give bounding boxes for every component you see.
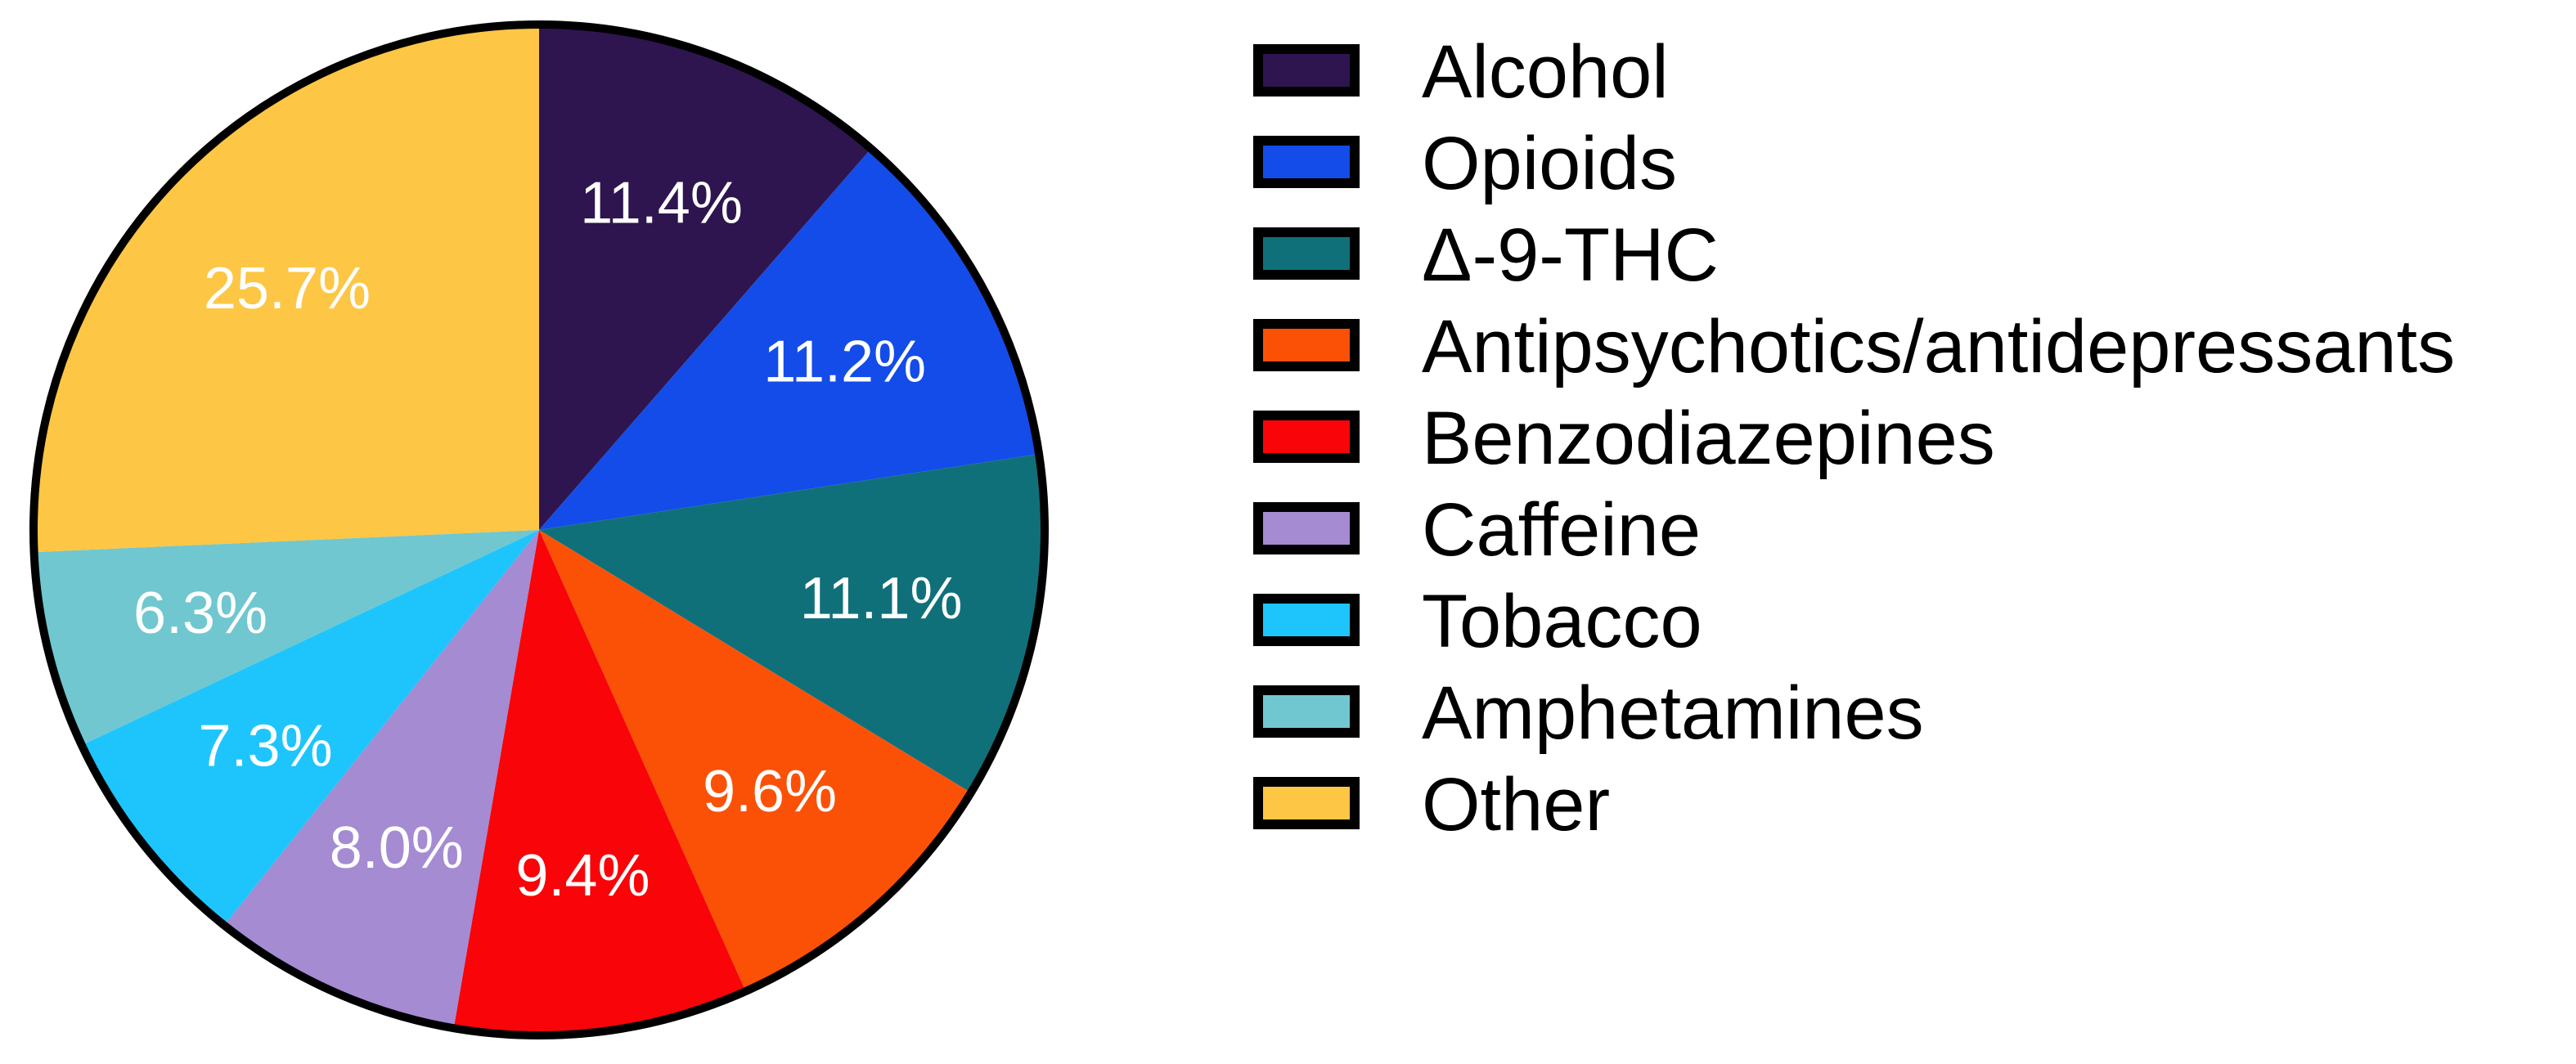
legend-item: Benzodiazepines: [1253, 397, 1995, 480]
legend-item: Amphetamines: [1253, 671, 1924, 755]
legend-label: Amphetamines: [1422, 671, 1924, 755]
legend-item: Antipsychotics/antidepressants: [1253, 305, 2455, 388]
slice-label: 11.4%: [580, 171, 743, 236]
legend-label: Alcohol: [1422, 30, 1669, 114]
pie-slice-opioids: [539, 148, 1039, 530]
legend-label: Antipsychotics/antidepressants: [1422, 305, 2455, 388]
legend-label: Δ-9-THC: [1422, 213, 1719, 297]
slice-label: 9.6%: [703, 759, 837, 824]
slice-label: 11.2%: [763, 330, 926, 395]
pie-slice-alcohol: [539, 25, 871, 530]
pie-slice-9-thc: [539, 454, 1045, 793]
pie-slice-amphetamines: [34, 530, 539, 746]
legend-swatch: [1253, 227, 1360, 280]
legend-label: Caffeine: [1422, 488, 1701, 572]
legend-swatch: [1253, 44, 1360, 97]
legend-swatch: [1253, 502, 1360, 554]
pie-slice-antipsychotics-antidepressants: [539, 530, 971, 992]
pie-outline: [29, 20, 1049, 1039]
legend-swatch: [1253, 136, 1360, 188]
pie-slices: [33, 25, 1045, 1035]
legend-label: Other: [1422, 763, 1610, 846]
legend-label: Opioids: [1422, 122, 1677, 205]
slice-label: 25.7%: [204, 256, 371, 321]
slice-label: 9.4%: [515, 843, 650, 909]
slice-label: 11.1%: [800, 566, 963, 631]
legend-item: Tobacco: [1253, 580, 1702, 663]
slice-label: 7.3%: [198, 714, 332, 779]
pie-slice-tobacco: [81, 530, 539, 926]
pie-slice-other: [33, 25, 539, 553]
slice-label: 8.0%: [330, 815, 464, 881]
slice-labels: 11.4% 11.2% 11.1% 9.6% 9.4% 8.0% 7.3% 6.3% 25.7%: [133, 171, 963, 909]
legend-item: Other: [1253, 763, 1610, 846]
legend-item: Alcohol: [1253, 30, 1669, 114]
legend: AlcoholOpioidsΔ-9-THCAntipsychotics/anti…: [1253, 30, 2455, 846]
legend-item: Caffeine: [1253, 488, 1701, 572]
legend-swatch: [1253, 319, 1360, 371]
legend-label: Benzodiazepines: [1422, 397, 1995, 480]
slice-label: 6.3%: [133, 581, 267, 646]
legend-swatch: [1253, 777, 1360, 829]
legend-item: Δ-9-THC: [1253, 213, 1719, 297]
legend-item: Opioids: [1253, 122, 1677, 205]
legend-swatch: [1253, 594, 1360, 646]
legend-swatch: [1253, 411, 1360, 463]
legend-label: Tobacco: [1422, 580, 1702, 663]
legend-swatch: [1253, 685, 1360, 738]
pie-slice-caffeine: [224, 530, 539, 1029]
pie-slice-benzodiazepines: [453, 530, 746, 1035]
